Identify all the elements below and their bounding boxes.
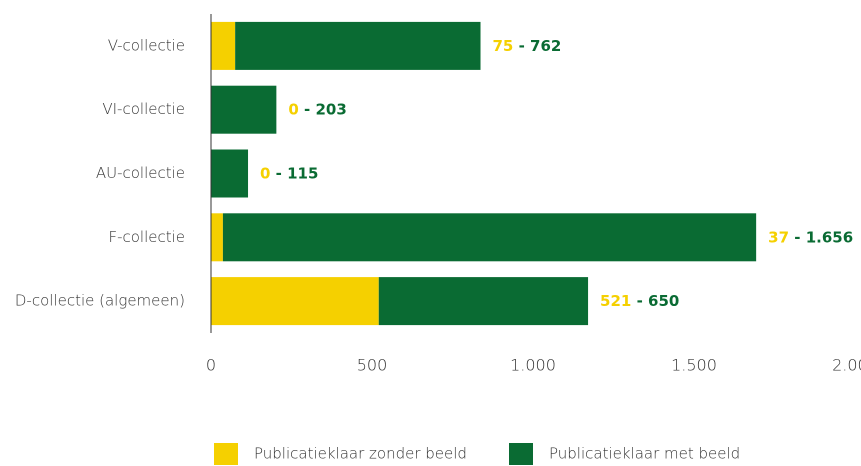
x-tick-label: 1.000 [510,356,556,375]
label-separator: - [789,228,806,246]
value-label-part: 650 [648,292,679,310]
value-label-part: 115 [287,164,318,182]
x-tick-label: 1.500 [671,356,717,375]
x-tick-label: 2.000 [832,356,861,375]
bar-segment [222,213,757,262]
y-tick-label: F-collectie [108,228,185,246]
value-label: 0 - 203 [288,100,346,118]
y-tick-label: V-collectie [108,36,185,54]
value-label-part: 37 [768,228,789,246]
legend-swatch [214,443,238,465]
y-tick-label: AU-collectie [96,164,185,182]
y-tick-label: D-collectie (algemeen) [15,292,185,310]
label-separator: - [631,292,648,310]
legend-swatch [509,443,533,465]
value-label-part: 75 [493,36,514,54]
value-label-part: 203 [315,100,346,118]
value-label-part: 762 [530,36,561,54]
bar-segment [211,149,249,198]
y-tick-label: VI-collectie [102,100,185,118]
value-label: 37 - 1.656 [768,228,853,246]
label-separator: - [299,100,316,118]
label-separator: - [270,164,287,182]
legend-label: Publicatieklaar met beeld [549,445,740,463]
bar-segment [211,85,277,134]
value-label-part: 0 [288,100,298,118]
bar-segment [378,277,589,326]
bar-segment [211,21,236,70]
label-separator: - [513,36,530,54]
value-label: 75 - 762 [493,36,562,54]
legend-label: Publicatieklaar zonder beeld [254,445,467,463]
bar-segment [211,277,379,326]
value-label-part: 1.656 [806,228,853,246]
value-label: 521 - 650 [600,292,679,310]
x-tick-label: 0 [206,356,216,375]
x-tick-label: 500 [357,356,388,375]
value-label-part: 521 [600,292,631,310]
value-label-part: 0 [260,164,270,182]
value-label: 0 - 115 [260,164,318,182]
bar-segment [235,21,481,70]
bar-segment [211,213,223,262]
